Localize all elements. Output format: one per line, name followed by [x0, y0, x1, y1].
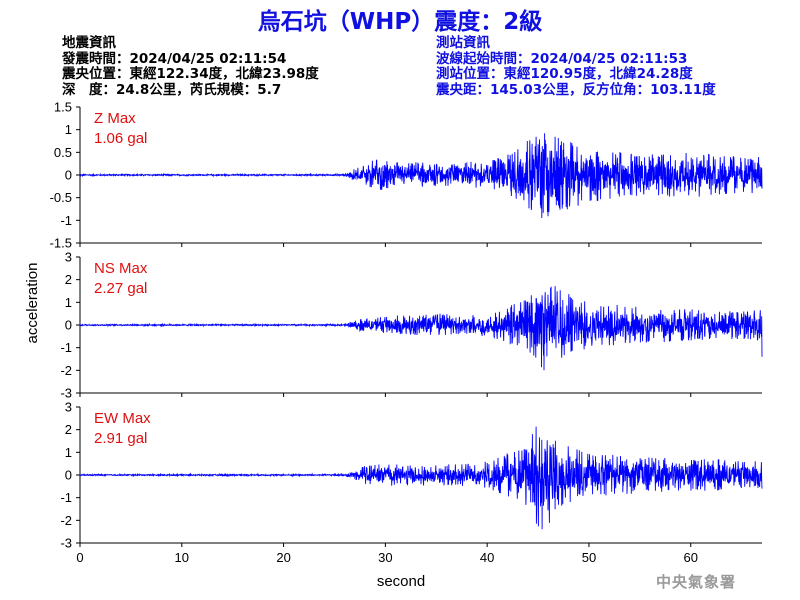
y-tick-label: -1: [60, 490, 72, 505]
y-tick-label: -0.5: [50, 190, 72, 205]
max-title-ew: EW Max: [94, 410, 151, 427]
x-tick-label: 30: [378, 550, 392, 565]
waveform-z: [80, 133, 763, 219]
waveform-ew: [79, 426, 763, 530]
max-value-ew: 2.91 gal: [94, 430, 147, 447]
station-info-heading: 測站資訊: [436, 35, 490, 51]
y-tick-label: 1: [65, 445, 72, 460]
y-tick-label: -2: [60, 363, 72, 378]
x-tick-label: 10: [175, 550, 189, 565]
y-tick-label: -3: [60, 536, 72, 551]
wave-start-time: 波線起始時間：2024/04/25 02:11:53: [436, 50, 688, 67]
epicenter-location: 震央位置：東經122.34度，北緯23.98度: [62, 66, 319, 82]
y-tick-label: 3: [65, 400, 72, 415]
station-info: 測站資訊 波線起始時間：2024/04/25 02:11:53 測站位置：東經1…: [436, 35, 716, 98]
depth-magnitude: 深 度：24.8公里，芮氏規模：5.7: [62, 81, 282, 98]
y-tick-label: 1.5: [54, 100, 72, 115]
y-tick-label: 0: [65, 168, 72, 183]
y-tick-label: 2: [65, 272, 72, 287]
max-title-z: Z Max: [94, 110, 136, 127]
panel-ns: 3 2 1 0 -1 -2 -3 NS Max 2.27 gal: [60, 250, 763, 401]
station-location: 測站位置：東經120.95度，北緯24.28度: [436, 66, 693, 82]
y-tick-label: 0: [65, 318, 72, 333]
x-tick-label: 0: [76, 550, 83, 565]
x-tick-label: 50: [582, 550, 596, 565]
y-axis-label: acceleration: [24, 263, 41, 344]
waveform-ns: [79, 286, 763, 371]
agency-watermark: 中央氣象署: [656, 573, 737, 591]
y-tick-label: -2: [60, 513, 72, 528]
max-value-ns: 2.27 gal: [94, 280, 147, 297]
max-value-z: 1.06 gal: [94, 130, 147, 147]
y-tick-label: 2: [65, 422, 72, 437]
y-tick-label: -3: [60, 386, 72, 401]
x-tick-label: 40: [480, 550, 494, 565]
y-tick-label: -1: [60, 213, 72, 228]
x-tick-label: 60: [684, 550, 698, 565]
panel-ew: 3 2 1 0 -1 -2 -3 EW Max 2.91 gal: [60, 400, 763, 551]
y-tick-label: -1: [60, 340, 72, 355]
y-tick-label: 0.5: [54, 145, 72, 160]
page-title: 烏石坑（WHP）震度：2級: [257, 9, 543, 35]
y-tick-label: 1: [65, 122, 72, 137]
distance-azimuth: 震央距：145.03公里，反方位角：103.11度: [436, 81, 716, 98]
y-tick-label: 3: [65, 250, 72, 265]
x-tick-label: 20: [276, 550, 290, 565]
quake-info-heading: 地震資訊: [62, 35, 116, 51]
panel-z: 1.5 1 0.5 0 -0.5 -1 -1.5 Z Max 1.06 gal: [50, 100, 763, 251]
y-tick-label: 1: [65, 295, 72, 310]
max-title-ns: NS Max: [94, 260, 148, 277]
x-axis-label: second: [377, 573, 425, 590]
quake-info: 地震資訊 發震時間：2024/04/25 02:11:54 震央位置：東經122…: [62, 35, 319, 98]
y-tick-label: 0: [65, 468, 72, 483]
origin-time: 發震時間：2024/04/25 02:11:54: [62, 50, 287, 67]
y-tick-label: -1.5: [50, 236, 72, 251]
